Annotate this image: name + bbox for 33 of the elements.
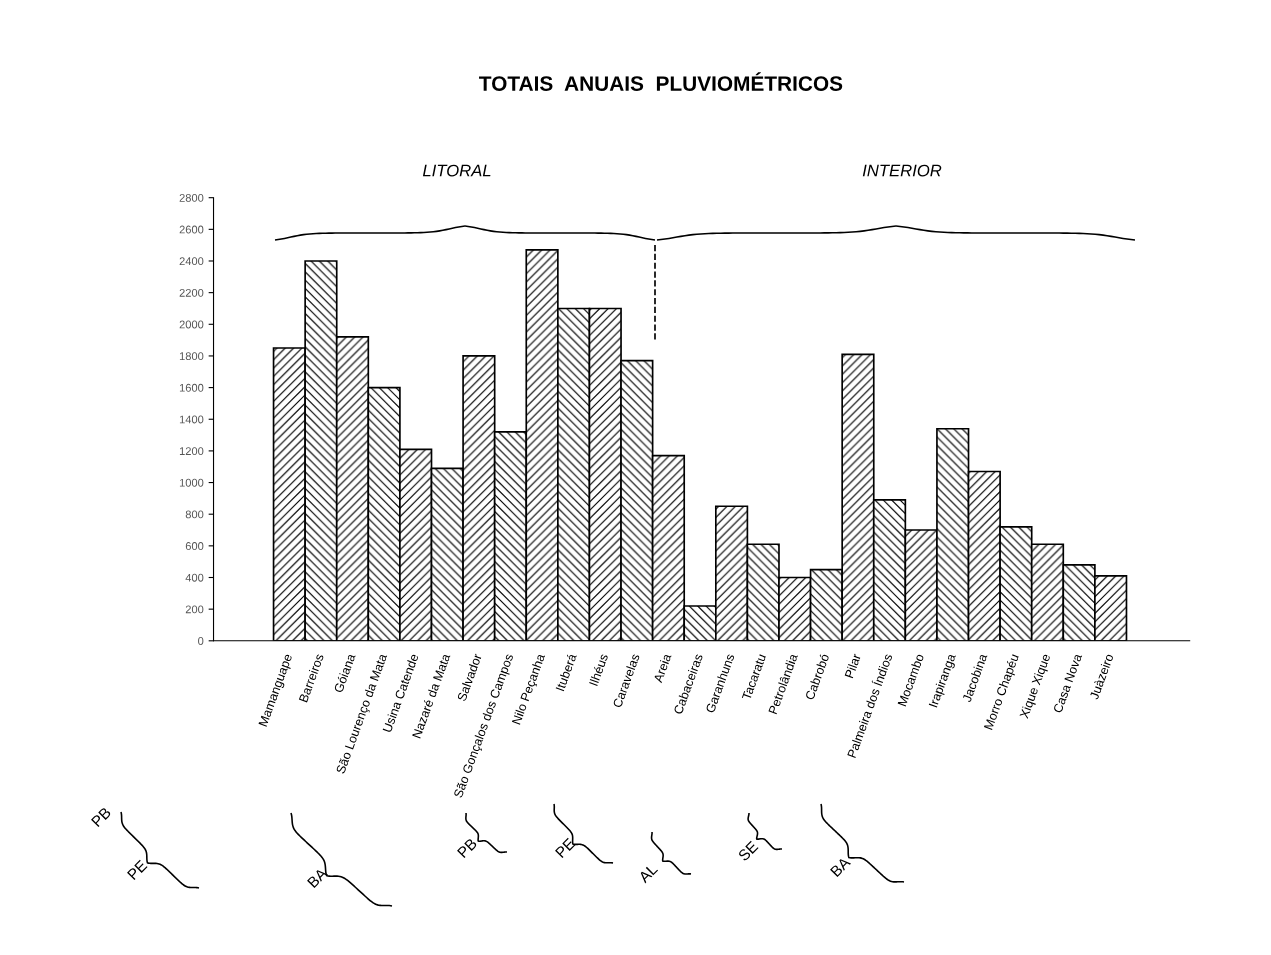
y-tick-label: 2600 [179,225,204,234]
text: BA [830,856,851,878]
x-tick-label: Pilar [844,652,862,679]
y-tick-label: 1400 [179,415,204,424]
x-tick-label: Areia [652,652,672,684]
text: LITORAL [422,164,491,177]
y-tick-label: 1600 [179,383,204,392]
y-tick-label: 1800 [179,352,204,361]
text: BA [307,867,328,889]
text: PE [555,837,576,859]
text: PE [127,859,148,881]
y-tick-label: 400 [185,573,204,582]
text: PB [91,806,112,828]
y-tick-label: 200 [185,605,204,614]
y-tick-label: 800 [185,510,204,519]
y-tick-label: 2800 [179,193,204,202]
chart-title: TOTAIS ANUAIS PLUVIOMÉTRICOS [479,72,843,91]
y-tick-label: 600 [185,542,204,550]
text: AL [637,863,659,884]
x-tick-label: Casa Nova [1053,652,1083,714]
y-tick-label: 2200 [179,288,204,297]
y-tick-label: 2400 [179,257,204,266]
x-tick-label: Ilhéus [588,653,609,687]
text: SE [737,840,759,862]
y-tick-label: 2000 [179,320,204,329]
text: INTERIOR [862,164,942,177]
text: PB [457,837,478,859]
x-tick-label: Góiana [333,652,356,694]
y-tick-label: 1000 [179,478,204,487]
x-tick-label: Ituberá [555,652,577,692]
y-tick-label: 1200 [179,447,204,456]
x-tick-label: Xique Xique [1019,653,1053,720]
y-tick-label: 0 [198,637,204,645]
